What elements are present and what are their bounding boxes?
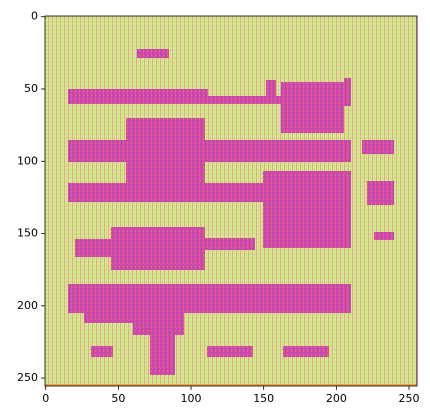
y-tick-label: 100 [17,154,38,167]
x-tick-label: 0 [42,392,49,405]
x-tick-label: 100 [181,392,202,405]
y-tick-label: 150 [17,227,38,240]
image [45,16,417,386]
y-tick-label: 200 [17,299,38,312]
axes-frame [44,15,418,387]
y-tick-label: 50 [24,82,38,95]
x-tick-label: 50 [111,392,125,405]
x-tick-label: 150 [253,392,274,405]
y-tick-label: 250 [17,371,38,384]
y-tick-label: 0 [31,10,38,23]
x-tick-label: 250 [399,392,420,405]
x-tick-label: 200 [326,392,347,405]
